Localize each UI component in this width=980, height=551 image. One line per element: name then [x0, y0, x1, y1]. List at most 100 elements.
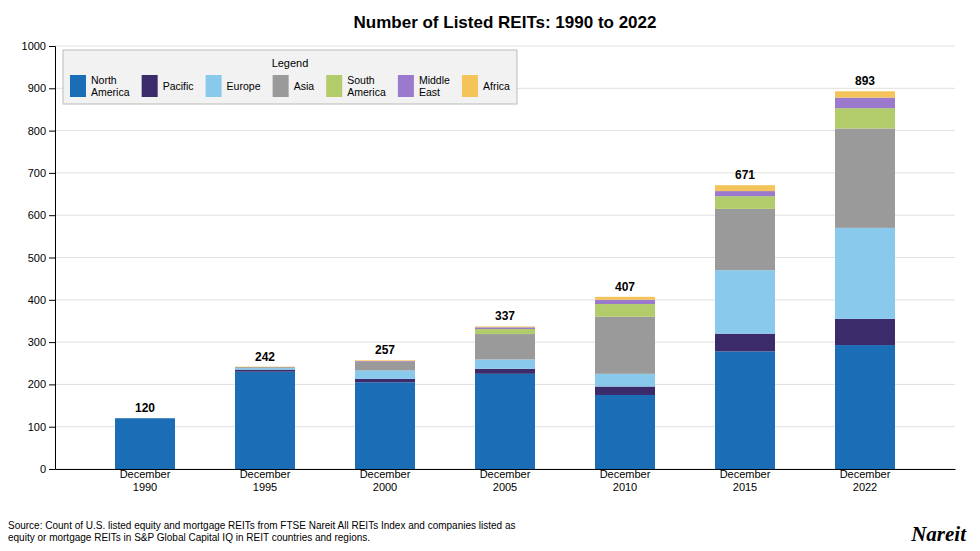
tick-label: 1000: [22, 40, 46, 52]
bar-segment: [475, 334, 535, 359]
legend-label: Africa: [483, 80, 510, 92]
bar-segment: [235, 372, 295, 469]
bar-segment: [235, 367, 295, 368]
legend-swatch: [206, 75, 222, 97]
tick-label: 200: [28, 378, 46, 390]
text-line: Europe: [227, 80, 261, 92]
bar-segment: [715, 196, 775, 209]
bar-segment: [475, 369, 535, 374]
tick: 1000: [22, 40, 55, 52]
bar-segment: [715, 351, 775, 469]
tick-label: 900: [28, 82, 46, 94]
tick-mark: [49, 46, 55, 47]
bar-segment: [115, 418, 175, 419]
tick-mark: [49, 300, 55, 301]
tick-label: 700: [28, 167, 46, 179]
tick: December2010: [600, 468, 651, 493]
legend-label: MiddleEast: [419, 74, 450, 98]
total-label: 257: [375, 343, 395, 357]
series: [475, 108, 895, 334]
legend-item: Asia: [273, 75, 315, 97]
text-line: December: [240, 468, 291, 480]
bar-segment: [475, 326, 535, 328]
text-line: Africa: [483, 80, 510, 92]
bar-segment: [475, 329, 535, 334]
series: [115, 345, 895, 469]
bar-segment: [355, 362, 415, 370]
tick-label: 600: [28, 209, 46, 221]
legend-swatch: [326, 75, 342, 97]
text-line: Middle: [419, 74, 450, 86]
tick: December2015: [720, 468, 771, 493]
text-line: December: [600, 468, 651, 480]
tick-mark: [49, 258, 55, 259]
legend-swatch: [142, 75, 158, 97]
bar-segment: [595, 304, 655, 317]
grid: [55, 46, 955, 469]
grid-line: [55, 215, 955, 216]
tick: 700: [28, 167, 55, 179]
tick-label: 0: [40, 463, 46, 475]
tick: 0: [40, 463, 55, 475]
bar-segment: [595, 387, 655, 395]
total-label: 120: [135, 401, 155, 415]
bar-segment: [355, 361, 415, 362]
text-line: 2005: [493, 481, 517, 493]
total-label: 671: [735, 168, 755, 182]
tick: 100: [28, 421, 55, 433]
bar-segment: [115, 418, 175, 419]
bar-segment: [115, 418, 175, 419]
legend-label: NorthAmerica: [91, 74, 130, 98]
bars: [115, 91, 895, 469]
bar-segment: [235, 367, 295, 369]
tick-label: December2005: [480, 468, 531, 493]
bar-segment: [115, 418, 175, 419]
bar-segment: [595, 374, 655, 387]
text-line: Asia: [294, 80, 315, 92]
legend-swatch: [273, 75, 289, 97]
bar-segment: [475, 374, 535, 469]
text-line: December: [120, 468, 171, 480]
tick-mark: [49, 469, 55, 470]
text-line: December: [840, 468, 891, 480]
legend-label: SouthAmerica: [347, 74, 386, 98]
bar-segment: [835, 319, 895, 345]
legend-label: Europe: [227, 80, 261, 92]
bar-segment: [595, 317, 655, 374]
legend-item: NorthAmerica: [70, 74, 130, 98]
totals: 120242257337407671893: [135, 74, 875, 415]
bar-segment: [235, 368, 295, 370]
text-line: 2000: [373, 481, 397, 493]
axis-line: [49, 47, 56, 470]
tick: 200: [28, 378, 55, 390]
bar-segment: [355, 382, 415, 469]
tick-label: 500: [28, 252, 46, 264]
tick-label: December2010: [600, 468, 651, 493]
grid-line: [55, 130, 955, 131]
tick: December1995: [240, 468, 291, 493]
bar-segment: [355, 361, 415, 363]
grid-line: [55, 257, 955, 258]
legend-box: [63, 50, 517, 104]
tick-mark: [49, 427, 55, 428]
legend: Legend NorthAmerica Pacific Europe Asia South…: [63, 50, 517, 104]
text-line: December: [720, 468, 771, 480]
bar-segment: [715, 334, 775, 352]
series: [355, 98, 895, 362]
bar-segment: [235, 366, 295, 367]
series: [235, 319, 895, 395]
bar-segment: [355, 379, 415, 382]
source-note: Source: Count of U.S. listed equity and …: [8, 520, 515, 543]
grid-line: [55, 299, 955, 300]
text-line: Pacific: [163, 80, 194, 92]
bar-segment: [715, 191, 775, 196]
text-line: 2010: [613, 481, 637, 493]
tick: 400: [28, 294, 55, 306]
bar-segment: [835, 228, 895, 319]
legend-item: MiddleEast: [398, 74, 450, 98]
bar-segment: [835, 128, 895, 227]
total-label: 242: [255, 350, 275, 364]
tick: 800: [28, 125, 55, 137]
legend-title: Legend: [272, 57, 309, 69]
text-line: equity or mortgage REITs in S&P Global C…: [8, 532, 370, 543]
